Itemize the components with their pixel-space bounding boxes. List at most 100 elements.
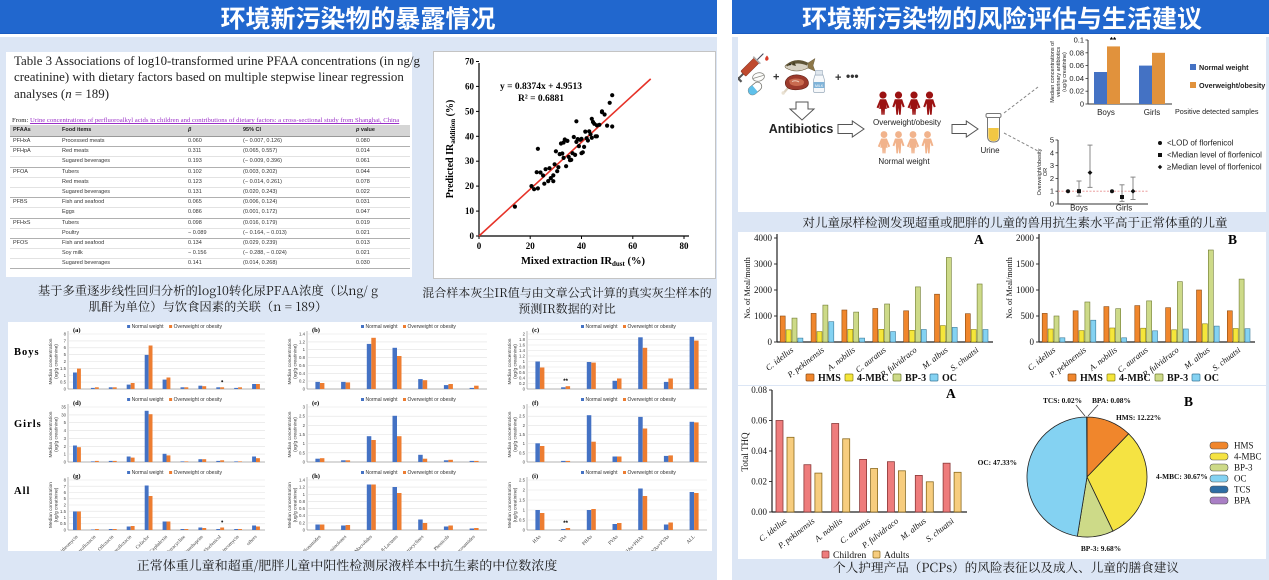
svg-text:**: ** xyxy=(563,521,568,527)
svg-text:5: 5 xyxy=(64,420,67,425)
svg-text:(b): (b) xyxy=(312,327,320,334)
svg-text:Overweight or obesity: Overweight or obesity xyxy=(174,397,223,403)
svg-text:2.5: 2.5 xyxy=(299,414,306,419)
svg-text:0.2: 0.2 xyxy=(299,520,306,525)
svg-text:Positive detected samples: Positive detected samples xyxy=(1175,107,1259,116)
svg-text:30: 30 xyxy=(465,156,475,166)
svg-text:Girls: Girls xyxy=(14,419,42,430)
svg-text:TCS: 0.02%: TCS: 0.02% xyxy=(1043,396,1082,405)
svg-text:Overweight or obesity: Overweight or obesity xyxy=(408,324,457,330)
svg-text:BP-3: BP-3 xyxy=(905,373,926,384)
svg-text:2000: 2000 xyxy=(754,285,773,295)
svg-text:R² = 0.6881: R² = 0.6881 xyxy=(518,94,564,104)
svg-text:HMS: 12.22%: HMS: 12.22% xyxy=(1116,413,1161,422)
svg-text:2: 2 xyxy=(64,444,67,449)
svg-text:0: 0 xyxy=(768,337,773,347)
svg-text:7: 7 xyxy=(64,338,67,343)
svg-text:Children: Children xyxy=(833,551,866,559)
svg-text:40: 40 xyxy=(577,241,587,251)
svg-text:0: 0 xyxy=(523,460,526,465)
svg-text:0: 0 xyxy=(64,387,67,392)
svg-text:1.5: 1.5 xyxy=(299,432,306,437)
svg-text:4: 4 xyxy=(1050,148,1054,157)
svg-text:Median concentration(ug/g crea: Median concentration(ug/g creatinine) xyxy=(287,411,299,457)
svg-text:0.00: 0.00 xyxy=(751,507,767,517)
svg-text:8: 8 xyxy=(64,478,67,483)
svg-text:0.4: 0.4 xyxy=(299,371,306,376)
svg-text:1.2: 1.2 xyxy=(299,485,306,490)
svg-text:0.2: 0.2 xyxy=(299,379,306,384)
svg-text:Overweight or obesity: Overweight or obesity xyxy=(174,470,223,476)
svg-text:Urine: Urine xyxy=(980,146,1000,155)
svg-text:1: 1 xyxy=(303,441,306,446)
svg-text:Overweight or obesity: Overweight or obesity xyxy=(174,324,223,330)
svg-text:Median concentration(ug/g crea: Median concentration(ug/g creatinine) xyxy=(507,411,519,457)
svg-text:Normal weight: Normal weight xyxy=(366,470,399,476)
svg-text:•••: ••• xyxy=(846,69,859,83)
svg-text:Normal weight: Normal weight xyxy=(366,397,399,403)
svg-text:(g): (g) xyxy=(73,473,81,480)
svg-text:4-MBC: 30.67%: 4-MBC: 30.67% xyxy=(1156,472,1208,481)
svg-text:Overweight/obesityOR: Overweight/obesityOR xyxy=(1037,148,1049,195)
svg-text:35: 35 xyxy=(61,405,66,410)
svg-text:BP-3: BP-3 xyxy=(1167,373,1188,384)
svg-text:HAs: HAs xyxy=(532,535,542,545)
svg-text:0.8: 0.8 xyxy=(299,499,306,504)
svg-text:TCS: TCS xyxy=(1234,485,1251,495)
svg-text:70: 70 xyxy=(465,57,475,67)
svg-text:No. of Meal/month: No. of Meal/month xyxy=(743,257,752,319)
svg-text:0: 0 xyxy=(1080,100,1084,109)
svg-text:0.06: 0.06 xyxy=(1069,61,1084,70)
svg-text:BP-3: 9.68%: BP-3: 9.68% xyxy=(1081,544,1121,553)
svg-text:Median concentration(ug/g crea: Median concentration(ug/g creatinine) xyxy=(287,482,299,528)
svg-text:0: 0 xyxy=(1030,337,1035,347)
svg-text:0.04: 0.04 xyxy=(751,446,767,456)
svg-text:1.2: 1.2 xyxy=(299,339,306,344)
svg-text:4: 4 xyxy=(64,428,67,433)
svg-text:Median concentrations ofveteri: Median concentrations ofveterinary antib… xyxy=(1050,41,1068,103)
svg-text:5: 5 xyxy=(64,496,67,501)
svg-text:PVAs: PVAs xyxy=(608,535,620,547)
svg-text:y = 0.8374x + 4.9513: y = 0.8374x + 4.9513 xyxy=(500,82,582,92)
svg-text:A: A xyxy=(946,386,956,401)
svg-text:4000: 4000 xyxy=(754,233,773,243)
svg-text:0: 0 xyxy=(470,231,475,241)
svg-text:0.06: 0.06 xyxy=(751,416,767,426)
svg-text:0.5: 0.5 xyxy=(60,380,67,385)
svg-text:8: 8 xyxy=(64,332,67,337)
svg-text:Boys: Boys xyxy=(1070,204,1088,213)
svg-text:0.08: 0.08 xyxy=(1069,48,1084,57)
svg-text:40: 40 xyxy=(465,131,475,141)
svg-text:0.6: 0.6 xyxy=(299,363,306,368)
svg-text:2: 2 xyxy=(303,423,306,428)
svg-text:3000: 3000 xyxy=(754,259,773,269)
svg-text:0.1: 0.1 xyxy=(1074,37,1084,45)
svg-text:10: 10 xyxy=(465,206,475,216)
svg-text:500: 500 xyxy=(1021,311,1035,321)
svg-text:0.5: 0.5 xyxy=(519,518,526,523)
svg-text:1.5: 1.5 xyxy=(60,509,67,514)
svg-text:BP-3: BP-3 xyxy=(1234,463,1253,473)
svg-text:2: 2 xyxy=(64,503,67,508)
svg-text:Median concentration(ug/g crea: Median concentration(ug/g creatinine) xyxy=(287,338,299,384)
svg-text:0: 0 xyxy=(523,528,526,533)
svg-text:Normal weight: Normal weight xyxy=(1199,63,1249,72)
svg-text:0.02: 0.02 xyxy=(1069,87,1084,96)
svg-text:Median concentration(ug/g crea: Median concentration(ug/g creatinine) xyxy=(48,338,60,384)
svg-text:0: 0 xyxy=(523,387,526,392)
svg-text:1: 1 xyxy=(1050,187,1054,196)
svg-text:2: 2 xyxy=(523,332,526,337)
svg-text:Median concentration(ug/g crea: Median concentration(ug/g creatinine) xyxy=(507,338,519,384)
svg-text:80: 80 xyxy=(680,241,690,251)
svg-text:**: ** xyxy=(563,379,568,385)
svg-text:0.5: 0.5 xyxy=(60,521,67,526)
svg-text:Median concentration(ug/g crea: Median concentration(ug/g creatinine) xyxy=(48,411,60,457)
svg-text:Overweight or obesity: Overweight or obesity xyxy=(408,397,457,403)
svg-text:Normal weight: Normal weight xyxy=(132,397,165,403)
svg-text:Overweight/obesity: Overweight/obesity xyxy=(1199,81,1265,90)
svg-text:1.8: 1.8 xyxy=(519,337,526,342)
svg-text:0.6: 0.6 xyxy=(299,506,306,511)
svg-text:<LOD of florfenicol: <LOD of florfenicol xyxy=(1167,139,1234,148)
svg-text:Antibiotics: Antibiotics xyxy=(769,122,834,136)
svg-text:ALL: ALL xyxy=(686,535,696,545)
